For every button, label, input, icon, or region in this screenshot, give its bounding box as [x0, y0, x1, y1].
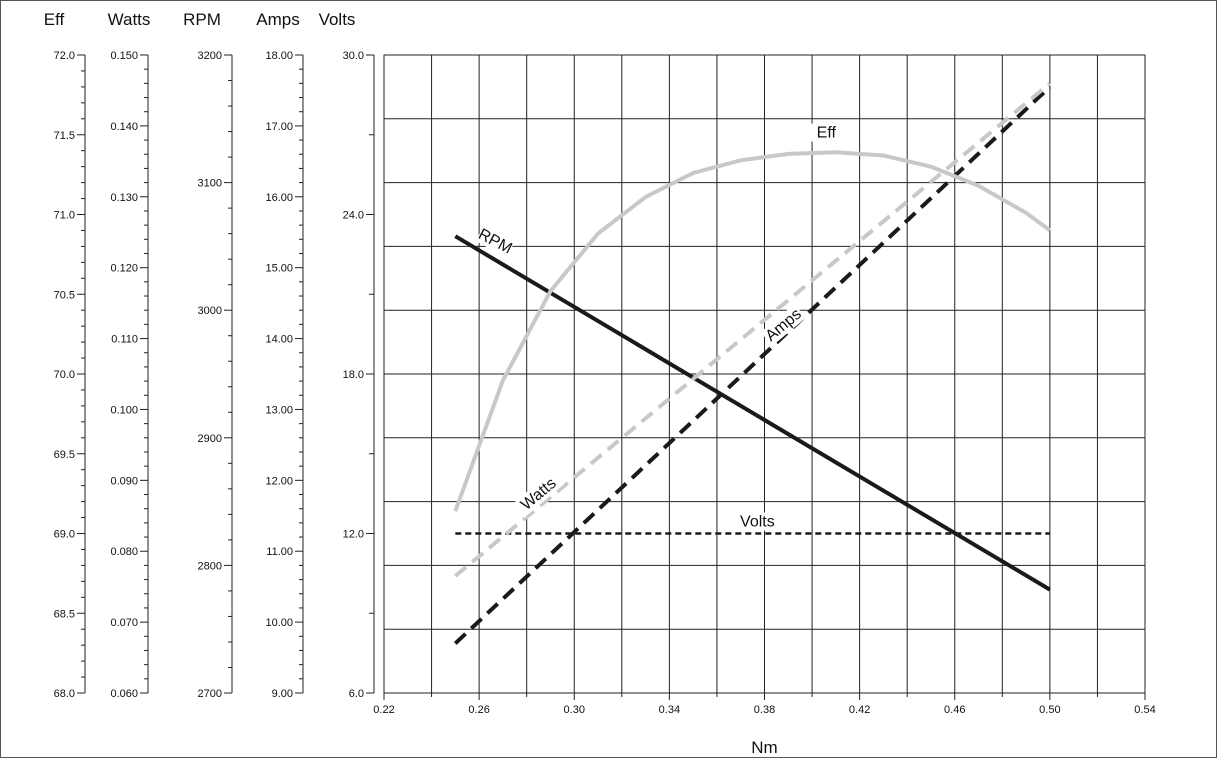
axis-tick-label-watts: 0.060: [110, 688, 138, 700]
axis-tick-label-amps: 16.00: [265, 192, 293, 204]
axis-tick-label-rpm: 3200: [198, 50, 222, 62]
axis-tick-label-eff: 69.5: [54, 449, 75, 461]
axis-tick-label-rpm: 2700: [198, 688, 222, 700]
axis-header-rpm: RPM: [183, 10, 221, 29]
x-tick-label: 0.50: [1039, 704, 1060, 716]
axis-tick-label-volts: 30.0: [343, 50, 364, 62]
axis-tick-label-eff: 71.5: [54, 130, 75, 142]
axis-tick-label-watts: 0.140: [110, 121, 138, 133]
series-label-background: [760, 303, 806, 346]
axis-tick-label-amps: 10.00: [265, 617, 293, 629]
axis-tick-label-volts: 18.0: [343, 369, 364, 381]
series-line-eff: [453, 150, 1052, 512]
x-tick-label: 0.34: [659, 704, 680, 716]
axis-tick-label-amps: 18.00: [265, 50, 293, 62]
x-tick-label: 0.54: [1134, 704, 1155, 716]
axis-header-amps: Amps: [256, 10, 299, 29]
axis-header-eff: Eff: [44, 10, 65, 29]
x-tick-label: 0.38: [754, 704, 775, 716]
axis-tick-label-watts: 0.080: [110, 546, 138, 558]
series-label-group-eff: Eff: [808, 123, 844, 142]
x-tick-label: 0.22: [373, 704, 394, 716]
x-axis-label: Nm: [751, 738, 777, 757]
axis-tick-label-eff: 69.0: [54, 529, 75, 541]
axis-tick-label-eff: 68.0: [54, 688, 75, 700]
axis-header-watts: Watts: [108, 10, 151, 29]
series-line-rpm: [454, 234, 1051, 592]
axis-tick-label-amps: 13.00: [265, 404, 293, 416]
axis-tick-label-amps: 15.00: [265, 263, 293, 275]
series-label-background: [512, 470, 565, 518]
axis-tick-label-rpm: 3100: [198, 178, 222, 190]
axis-tick-label-volts: 12.0: [343, 529, 364, 541]
axis-header-volts: Volts: [319, 10, 356, 29]
axis-tick-label-eff: 71.0: [54, 210, 75, 222]
series-label-background: [808, 123, 844, 142]
axis-tick-label-amps: 14.00: [265, 334, 293, 346]
axis-tick-label-watts: 0.110: [111, 334, 138, 346]
axis-tick-label-watts: 0.120: [110, 263, 138, 275]
axis-tick-label-eff: 70.0: [54, 369, 75, 381]
series-label-eff: Eff: [817, 125, 837, 142]
axis-tick-label-eff: 68.5: [54, 608, 75, 620]
x-tick-label: 0.46: [944, 704, 965, 716]
axis-tick-label-amps: 9.00: [272, 688, 293, 700]
axis-tick-label-eff: 72.0: [54, 50, 75, 62]
axis-tick-label-volts: 6.0: [349, 688, 364, 700]
x-tick-label: 0.26: [468, 704, 489, 716]
series-label-volts: Volts: [740, 514, 775, 531]
axis-tick-label-watts: 0.150: [110, 50, 138, 62]
series-label-background: [475, 225, 515, 258]
axis-tick-label-volts: 24.0: [343, 210, 364, 222]
axis-tick-label-amps: 17.00: [265, 121, 293, 133]
axis-tick-label-watts: 0.100: [110, 404, 138, 416]
series-line-amps: [453, 85, 1052, 645]
axis-tick-label-watts: 0.070: [110, 617, 138, 629]
x-tick-label: 0.42: [849, 704, 870, 716]
x-tick-label: 0.30: [564, 704, 585, 716]
series-label-group-volts: Volts: [730, 512, 784, 531]
axis-tick-label-watts: 0.130: [110, 192, 138, 204]
series-label-background: [730, 512, 784, 531]
axis-tick-label-rpm: 3000: [198, 305, 222, 317]
axis-tick-label-eff: 70.5: [54, 289, 75, 301]
axis-tick-label-amps: 11.00: [266, 546, 293, 558]
series-line-watts: [454, 81, 1052, 578]
axis-tick-label-rpm: 2900: [198, 433, 222, 445]
axis-tick-label-rpm: 2800: [198, 560, 222, 572]
axis-tick-label-watts: 0.090: [110, 475, 138, 487]
axis-tick-label-amps: 12.00: [265, 475, 293, 487]
